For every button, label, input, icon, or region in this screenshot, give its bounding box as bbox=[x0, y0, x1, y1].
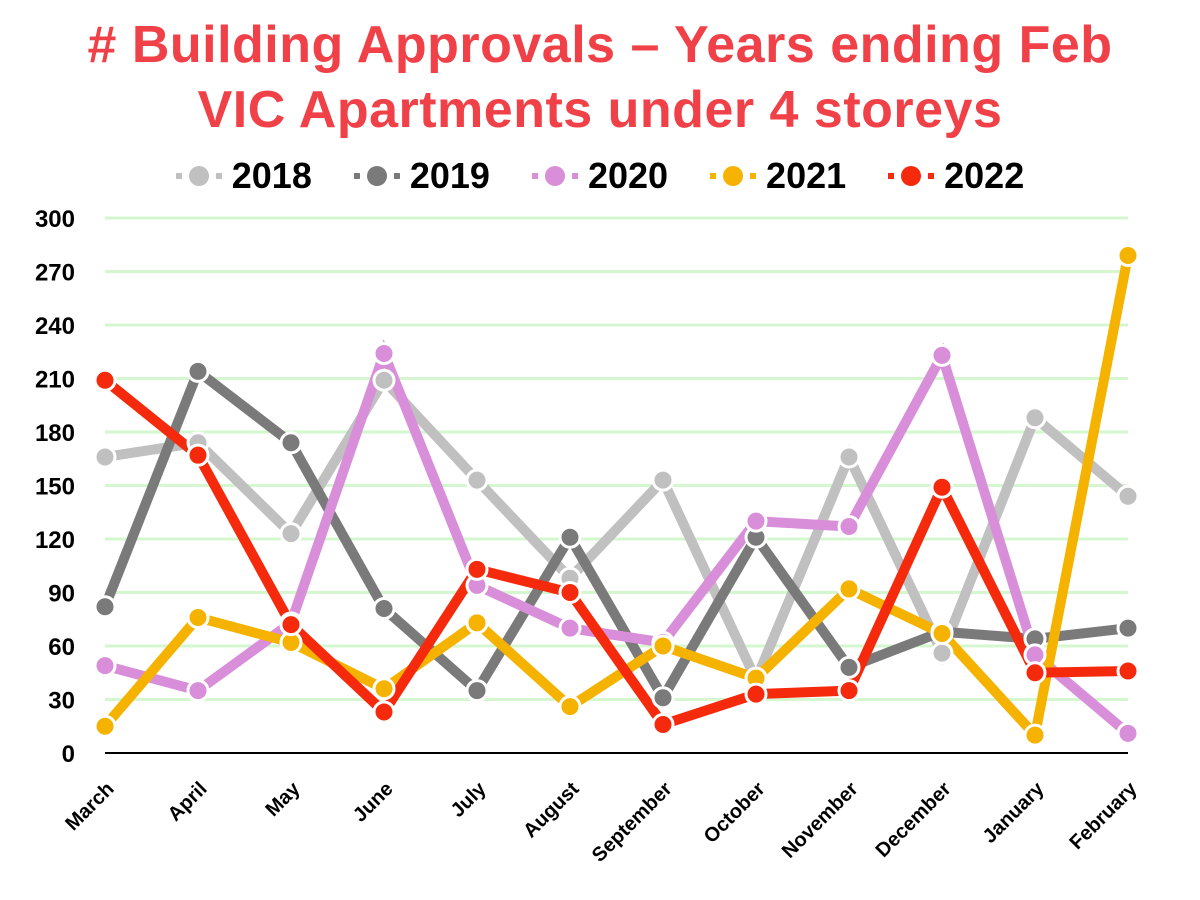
y-tick-label: 180 bbox=[35, 420, 75, 447]
legend-label: 2021 bbox=[766, 155, 847, 196]
data-point-2022 bbox=[651, 712, 675, 736]
x-tick-label: July bbox=[447, 777, 491, 821]
y-tick-label: 210 bbox=[35, 367, 75, 394]
data-point-2018 bbox=[279, 522, 303, 546]
legend-item-2020: 2020 bbox=[531, 155, 669, 197]
data-point-2022 bbox=[186, 443, 210, 467]
data-point-2021 bbox=[372, 677, 396, 701]
legend-item-2019: 2019 bbox=[353, 155, 490, 197]
y-tick-label: 90 bbox=[48, 581, 75, 608]
data-point-2020 bbox=[186, 679, 210, 703]
x-tick-label: May bbox=[261, 777, 305, 821]
x-tick-label: January bbox=[979, 777, 1049, 847]
data-point-2020 bbox=[558, 616, 582, 640]
data-point-2019 bbox=[837, 655, 861, 679]
data-point-2019 bbox=[186, 359, 210, 383]
legend-label: 2019 bbox=[409, 155, 490, 196]
data-point-2018 bbox=[93, 445, 117, 469]
y-tick-label: 300 bbox=[35, 206, 75, 233]
legend-item-2022: 2022 bbox=[888, 155, 1024, 197]
data-point-2018 bbox=[1116, 484, 1140, 508]
data-point-2019 bbox=[279, 431, 303, 455]
data-point-2021 bbox=[93, 714, 117, 738]
data-point-2018 bbox=[465, 468, 489, 492]
x-tick-label: June bbox=[349, 778, 398, 827]
y-tick-label: 30 bbox=[48, 688, 75, 715]
legend-item-2018: 2018 bbox=[175, 155, 312, 197]
data-point-2022 bbox=[372, 700, 396, 724]
x-tick-label: August bbox=[519, 778, 584, 843]
x-tick-label: April bbox=[164, 778, 212, 826]
data-point-2022 bbox=[744, 682, 768, 706]
x-tick-label: October bbox=[700, 778, 770, 848]
data-point-2018 bbox=[372, 368, 396, 392]
data-point-2022 bbox=[930, 475, 954, 499]
x-tick-label: March bbox=[61, 778, 118, 835]
data-point-2021 bbox=[651, 634, 675, 658]
data-point-2020 bbox=[837, 515, 861, 539]
series-line-2021 bbox=[101, 254, 1133, 746]
data-point-2020 bbox=[930, 343, 954, 367]
legend-marker-icon bbox=[888, 166, 935, 186]
data-point-2018 bbox=[837, 445, 861, 469]
data-point-2021 bbox=[186, 605, 210, 629]
data-point-2022 bbox=[93, 368, 117, 392]
data-point-2018 bbox=[651, 468, 675, 492]
data-point-2022 bbox=[465, 557, 489, 581]
data-point-2020 bbox=[372, 342, 396, 366]
data-point-2019 bbox=[465, 679, 489, 703]
x-tick-label: September bbox=[588, 778, 677, 867]
x-tick-label: November bbox=[778, 778, 863, 863]
y-tick-label: 270 bbox=[35, 260, 75, 287]
data-point-2021 bbox=[558, 695, 582, 719]
x-tick-label: December bbox=[872, 778, 956, 862]
data-point-2019 bbox=[372, 597, 396, 621]
data-point-2021 bbox=[930, 622, 954, 646]
data-point-2018 bbox=[930, 641, 954, 665]
data-point-2019 bbox=[651, 686, 675, 710]
data-point-2020 bbox=[93, 654, 117, 678]
y-tick-label: 0 bbox=[62, 741, 75, 768]
data-point-2018 bbox=[1023, 406, 1047, 430]
data-point-2021 bbox=[837, 577, 861, 601]
legend: 2018 2019 2020 2021 2022 bbox=[0, 155, 1200, 197]
data-point-2022 bbox=[837, 679, 861, 703]
data-point-2022 bbox=[279, 613, 303, 637]
y-tick-label: 120 bbox=[35, 527, 75, 554]
legend-label: 2018 bbox=[231, 155, 312, 196]
legend-label: 2020 bbox=[587, 155, 669, 196]
chart-subtitle: VIC Apartments under 4 storeys bbox=[197, 81, 1003, 139]
legend-marker-icon bbox=[175, 166, 222, 186]
legend-item-2021: 2021 bbox=[710, 155, 846, 197]
data-point-2020 bbox=[1116, 721, 1140, 745]
data-point-2021 bbox=[465, 611, 489, 635]
data-point-2020 bbox=[744, 509, 768, 533]
series-line-2022 bbox=[101, 376, 1129, 731]
y-tick-label: 150 bbox=[35, 474, 75, 501]
data-point-2022 bbox=[558, 581, 582, 604]
series-line-2018 bbox=[104, 372, 1132, 693]
data-point-2019 bbox=[93, 595, 117, 619]
data-point-2021 bbox=[1116, 243, 1140, 267]
data-point-2019 bbox=[558, 525, 582, 549]
data-point-2022 bbox=[1023, 661, 1047, 685]
legend-marker-icon bbox=[710, 166, 757, 186]
legend-marker-icon bbox=[353, 166, 400, 186]
legend-marker-icon bbox=[531, 166, 578, 186]
data-point-2021 bbox=[1023, 723, 1047, 747]
data-point-2019 bbox=[1116, 616, 1140, 640]
chart-title: # Building Approvals – Years ending Feb bbox=[87, 16, 1113, 74]
y-tick-label: 60 bbox=[48, 634, 75, 661]
x-tick-label: February bbox=[1065, 777, 1142, 854]
legend-label: 2022 bbox=[944, 155, 1025, 196]
data-point-2022 bbox=[1116, 659, 1140, 683]
y-tick-label: 240 bbox=[35, 313, 75, 340]
series-line-2019 bbox=[100, 363, 1129, 708]
